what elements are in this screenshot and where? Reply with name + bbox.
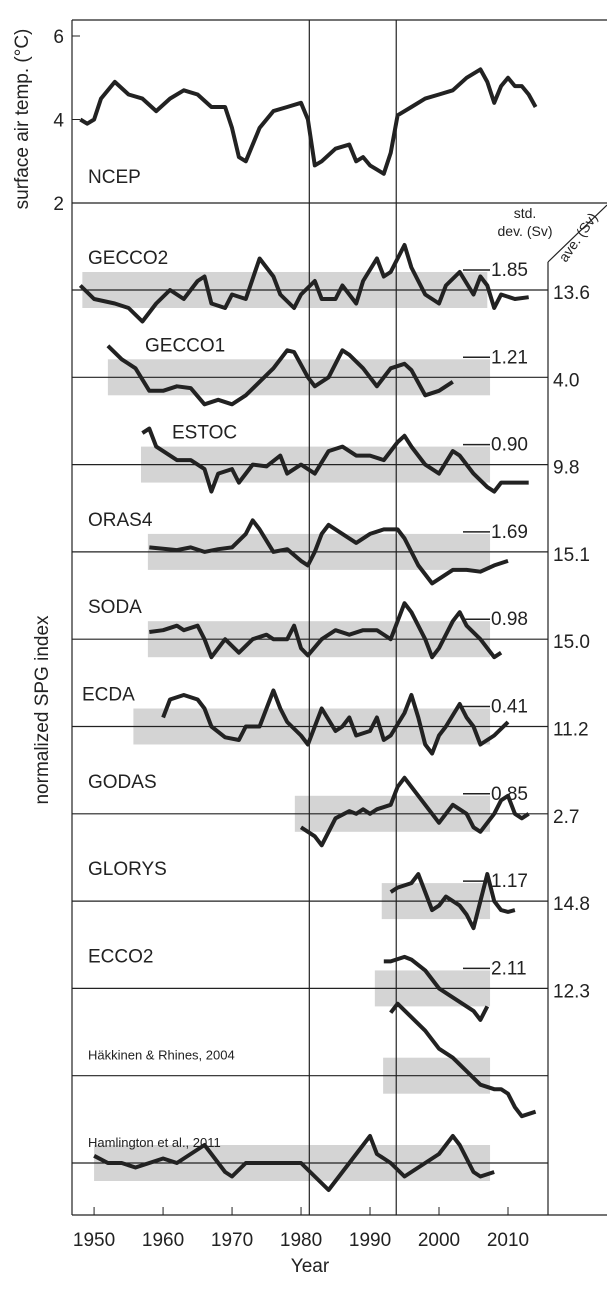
- x-axis-label: Year: [291, 1256, 330, 1277]
- line: [79, 67, 538, 176]
- x-tick-label: 1980: [280, 1230, 322, 1251]
- x-tick-label: 1990: [349, 1230, 391, 1251]
- series-label: Hamlington et al., 2011: [88, 1135, 221, 1150]
- series-label: GLORYS: [88, 859, 167, 880]
- std-label: 1.21: [491, 347, 528, 368]
- ave-label: 9.8: [553, 458, 579, 479]
- y-tick-label: 6: [53, 27, 64, 48]
- ave-label: 12.3: [553, 981, 590, 1002]
- series-label: ECDA: [82, 685, 135, 706]
- series-label: SODA: [88, 597, 142, 618]
- line: [78, 243, 529, 324]
- y-tick-label: 4: [53, 111, 64, 132]
- series-label: ESTOC: [172, 423, 237, 444]
- line: [149, 518, 509, 586]
- ave-label: 4.0: [553, 370, 579, 391]
- line: [149, 601, 503, 660]
- ave-label: 15.1: [553, 545, 590, 566]
- ave-label: 2.7: [553, 807, 579, 828]
- x-tick-label: 2000: [418, 1230, 460, 1251]
- line: [106, 344, 454, 407]
- std-label: 0.98: [491, 609, 528, 630]
- y-tick-label: 2: [53, 194, 64, 215]
- std-label: 0.85: [491, 784, 528, 805]
- x-tick-label: 1960: [142, 1230, 184, 1251]
- x-tick-label: 1970: [211, 1230, 253, 1251]
- series-label: ECCO2: [88, 946, 153, 967]
- line: [161, 688, 510, 756]
- ave-label: 14.8: [553, 894, 590, 915]
- ave-label: 11.2: [553, 720, 589, 741]
- ave-label: 13.6: [553, 283, 590, 304]
- line: [383, 954, 490, 1022]
- std-label: 1.69: [491, 522, 528, 543]
- std-label: 0.41: [491, 697, 528, 718]
- series-label: GECCO1: [145, 335, 225, 356]
- series-label: Häkkinen & Rhines, 2004: [88, 1048, 235, 1063]
- line: [389, 872, 516, 931]
- frame: [547, 204, 607, 263]
- series-label: GODAS: [88, 772, 157, 793]
- std-label: 2.11: [491, 958, 527, 979]
- x-tick-label: 1950: [73, 1230, 115, 1251]
- std-label: 1.17: [491, 871, 528, 892]
- y-axis-label: normalized SPG index: [32, 615, 53, 805]
- series-label: ORAS4: [88, 510, 153, 531]
- x-tick-label: 2010: [487, 1230, 529, 1251]
- std-header: std.: [514, 205, 537, 221]
- ave-label: 15.0: [553, 632, 590, 653]
- line: [93, 1134, 495, 1192]
- line: [299, 775, 530, 848]
- std-header: dev. (Sv): [498, 223, 553, 239]
- std-label: 1.85: [491, 260, 528, 281]
- line: [389, 1001, 537, 1119]
- panel-label: NCEP: [88, 167, 141, 188]
- series-label: GECCO2: [88, 248, 168, 269]
- y-axis-label: surface air temp. (°C): [12, 29, 33, 210]
- std-label: 0.90: [491, 435, 528, 456]
- line: [141, 426, 529, 494]
